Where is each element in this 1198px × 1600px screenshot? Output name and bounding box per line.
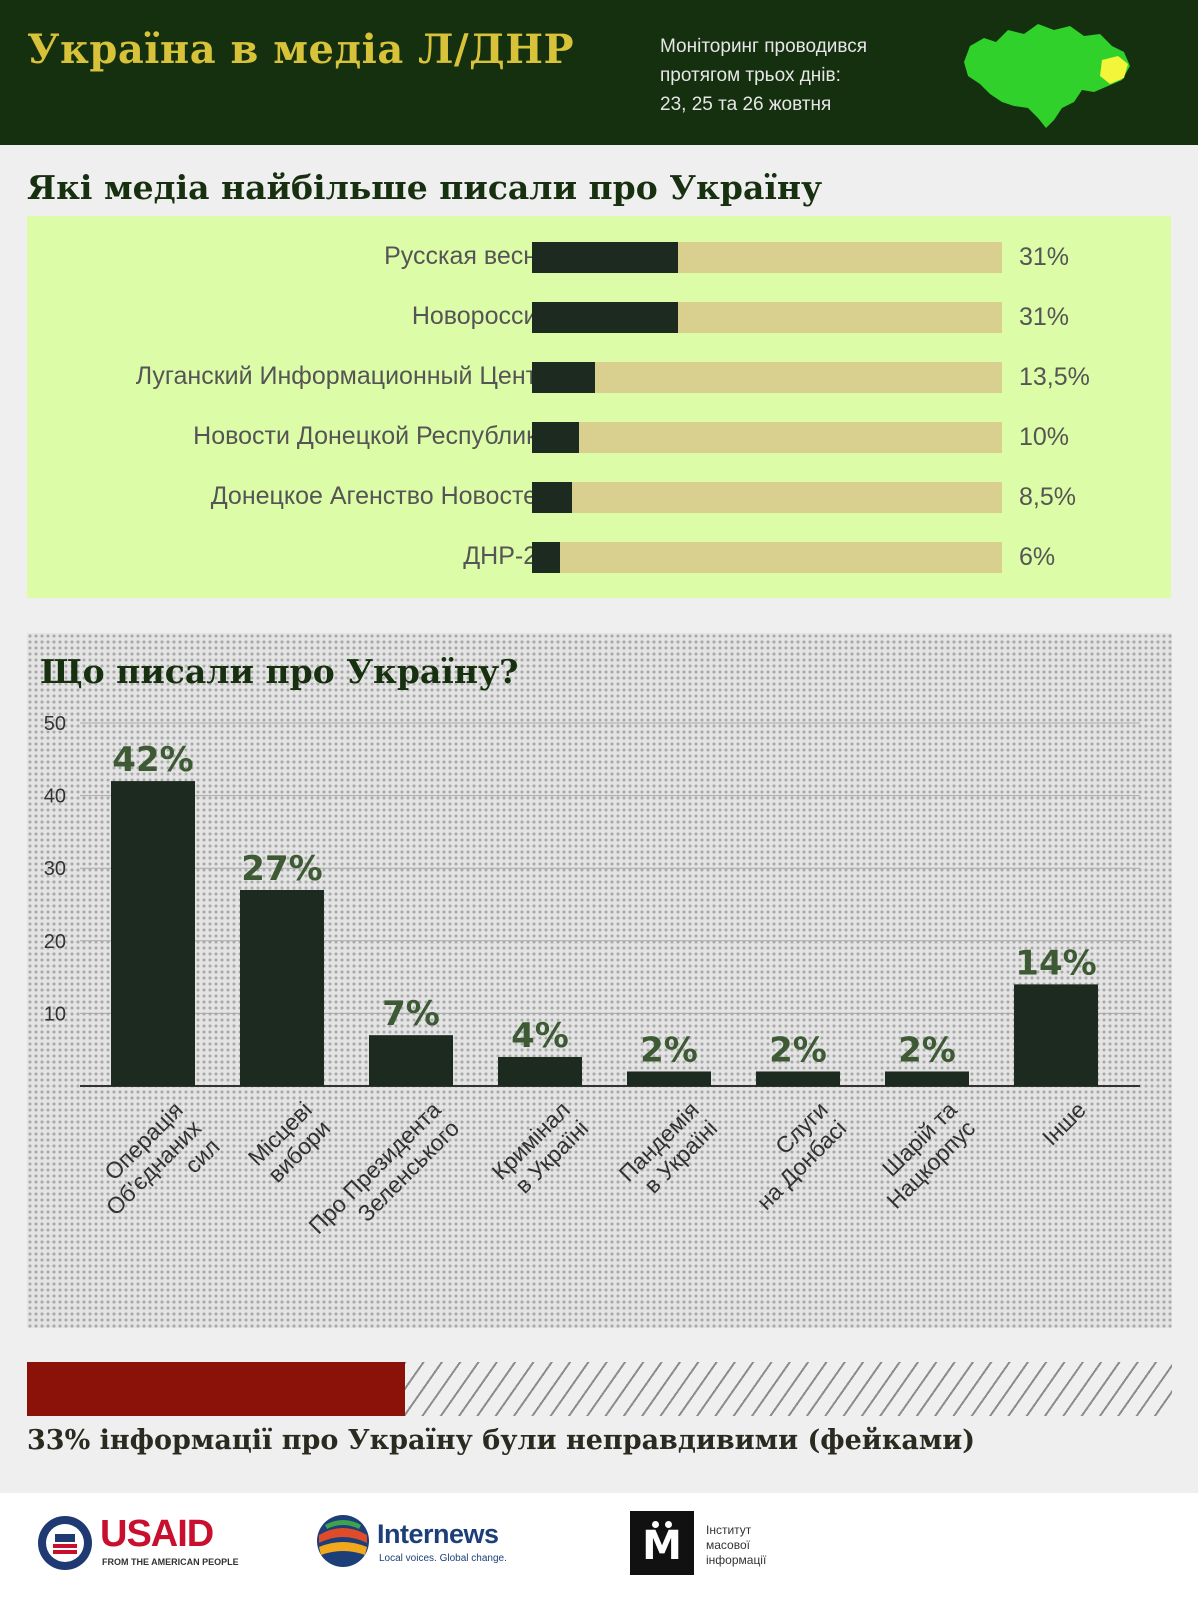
category-label: Пандеміяв Україні	[614, 1096, 723, 1205]
media-bar-fill	[532, 302, 678, 333]
media-row: Новороссия 31%	[27, 300, 1171, 334]
media-name: Луганский Информационный Центр	[135, 362, 551, 390]
media-name: Русская весна	[384, 242, 551, 270]
bar	[498, 1056, 582, 1086]
category-label: Інше	[1037, 1096, 1091, 1150]
fakes-share-fill	[27, 1362, 405, 1416]
internews-logo: Internews Local voices. Global change.	[315, 1513, 515, 1573]
imi-letter: M	[642, 1523, 682, 1569]
usaid-logo: USAID FROM THE AMERICAN PEOPLE	[36, 1511, 256, 1575]
data-label: 27%	[241, 849, 322, 889]
media-row: Русская весна 31%	[27, 240, 1171, 274]
usaid-tagline: FROM THE AMERICAN PEOPLE	[102, 1557, 239, 1567]
imi-mark-icon: M	[630, 1511, 694, 1575]
fakes-share-bar	[27, 1362, 1172, 1416]
media-row: ДНР-24 6%	[27, 540, 1171, 574]
bar	[369, 1035, 453, 1086]
ukraine-map-icon	[964, 24, 1130, 128]
media-bar-fill	[532, 542, 561, 573]
note-line: протягом трьох днів:	[660, 65, 841, 86]
media-bar-track	[532, 362, 1002, 393]
imi-name-line: масової	[706, 1538, 750, 1552]
category-label: Слугина Донбасі	[733, 1096, 851, 1214]
media-value: 31%	[1019, 303, 1070, 331]
category-label: Місцевівибори	[243, 1096, 335, 1188]
media-bar-fill	[532, 362, 596, 393]
media-bar-track	[532, 482, 1002, 513]
y-tick-label: 10	[44, 1003, 66, 1025]
category-label: Криміналв Україні	[487, 1096, 594, 1203]
bar	[111, 781, 195, 1086]
media-bar-fill	[532, 422, 579, 453]
header: Україна в медіа Л/ДНР Моніторинг проводи…	[0, 0, 1198, 145]
internews-wordmark: Internews	[377, 1519, 499, 1549]
data-label: 2%	[640, 1030, 698, 1070]
occupied-area-shape	[1100, 56, 1128, 84]
media-name: Новости Донецкой Республики	[193, 422, 551, 450]
media-bar-fill	[532, 482, 572, 513]
media-name: Новороссия	[411, 302, 551, 330]
imi-name-line: Інститут	[706, 1523, 752, 1537]
media-value: 31%	[1019, 243, 1070, 271]
data-label: 2%	[898, 1030, 956, 1070]
media-bar-track	[532, 422, 1002, 453]
internews-tagline: Local voices. Global change.	[379, 1553, 507, 1564]
note-line: Моніторинг проводився	[660, 36, 868, 57]
media-value: 13,5%	[1019, 363, 1090, 391]
data-label: 42%	[112, 740, 193, 780]
bar	[756, 1071, 840, 1086]
data-label: 2%	[769, 1030, 827, 1070]
media-bar-list: Русская весна 31% Новороссия 31% Луганск…	[27, 216, 1171, 598]
monitoring-note: Моніторинг проводився протягом трьох дні…	[660, 32, 960, 119]
media-value: 8,5%	[1019, 483, 1076, 511]
bar	[1014, 984, 1098, 1086]
media-section-title: Які медіа найбільше писали про Україну	[27, 168, 823, 207]
data-label: 14%	[1015, 943, 1096, 983]
y-tick-label: 30	[44, 858, 66, 880]
imi-name-line: інформації	[706, 1553, 767, 1567]
bar	[240, 889, 324, 1086]
y-tick-label: 50	[44, 713, 66, 735]
page-title: Україна в медіа Л/ДНР	[27, 26, 575, 73]
category-label: Про ПрезидентаЗеленського	[303, 1096, 464, 1257]
ukraine-map-shape	[964, 24, 1130, 128]
media-value: 6%	[1019, 543, 1056, 571]
media-name: Донецкое Агенство Новостей	[210, 482, 551, 510]
bar	[627, 1071, 711, 1086]
topics-chart-title: Що писали про Україну?	[40, 652, 519, 691]
usaid-seal-icon	[38, 1516, 92, 1570]
media-value: 10%	[1019, 423, 1070, 451]
topics-chart-panel	[27, 633, 1172, 1328]
data-label: 7%	[382, 994, 440, 1034]
imi-logo: M Інститут масової інформації	[630, 1511, 810, 1577]
media-row: Донецкое Агенство Новостей 8,5%	[27, 480, 1171, 514]
media-bar-fill	[532, 242, 678, 273]
media-bar-track	[532, 542, 1002, 573]
topics-bar-chart: 10 20 30 40 50 42% ОпераціяОб'єднанихсил 27% Міс…	[44, 713, 1140, 1257]
note-line: 23, 25 та 26 жовтня	[660, 94, 832, 115]
fakes-share-remainder	[405, 1362, 1172, 1416]
media-row: Новости Донецкой Республики 10%	[27, 420, 1171, 454]
media-bar-track	[532, 242, 1002, 273]
imi-name: Інститут масової інформації	[706, 1523, 766, 1568]
data-label: 4%	[511, 1016, 569, 1056]
fakes-caption: 33% інформації про Україну були неправди…	[27, 1425, 976, 1456]
y-tick-label: 40	[44, 786, 66, 808]
usaid-wordmark: USAID	[100, 1513, 214, 1555]
media-row: Луганский Информационный Центр 13,5%	[27, 360, 1171, 394]
category-label: Шарій таНацкорпус	[863, 1096, 980, 1213]
y-tick-label: 20	[44, 931, 66, 953]
internews-globe-icon	[317, 1515, 369, 1567]
bar	[885, 1071, 969, 1086]
category-label-line: Інше	[1037, 1096, 1091, 1150]
footer: USAID FROM THE AMERICAN PEOPLE Internews…	[0, 1493, 1198, 1600]
category-label: ОпераціяОб'єднанихсил	[82, 1096, 225, 1239]
media-bar-track	[532, 302, 1002, 333]
